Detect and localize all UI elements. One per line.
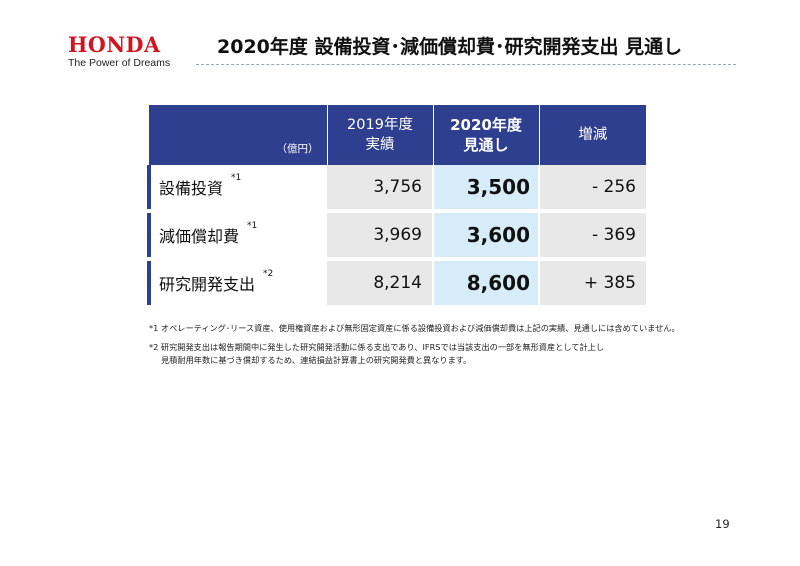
value-2019: 3,756 xyxy=(327,165,434,213)
row-label: 減価償却費 *1 xyxy=(147,211,327,261)
capex-table: （億円） 2019年度 実績 2020年度 見通し 増減 設備投資 *1 3,75… xyxy=(147,105,646,309)
footnote-2-line2: 見積耐用年数に基づき償却するため、連結損益計算書上の研究開発費と異なります。 xyxy=(161,355,472,365)
footnotes: *1 オペレーティング･リース資産、使用権資産および無形固定資産に係る設備投資お… xyxy=(149,322,680,367)
footnote-mark: *1 xyxy=(231,173,242,183)
row-label-text: 減価償却費 xyxy=(159,227,240,246)
header-2019-type: 実績 xyxy=(365,137,395,153)
logo-wordmark: HONDA xyxy=(68,32,161,57)
page-number: 19 xyxy=(715,517,730,531)
logo-tagline: The Power of Dreams xyxy=(68,57,171,69)
table-row: 研究開発支出 *2 8,214 8,600 + 385 xyxy=(147,259,646,309)
header-2020-type: 見通し xyxy=(463,136,509,154)
value-diff: + 385 xyxy=(538,259,646,309)
value-2019: 3,969 xyxy=(327,211,434,261)
value-diff: - 369 xyxy=(538,211,646,261)
row-label-text: 設備投資 xyxy=(159,179,224,198)
title-divider xyxy=(196,64,736,65)
table-row: 設備投資 *1 3,756 3,500 - 256 xyxy=(147,165,646,213)
row-label: 設備投資 *1 xyxy=(147,165,327,213)
table-row: 減価償却費 *1 3,969 3,600 - 369 xyxy=(147,211,646,261)
footnote-2-line1: *2 研究開発支出は報告期間中に発生した研究開発活動に係る支出であり、IFRSで… xyxy=(149,342,605,352)
slide-title: 2020年度 設備投資･減価償却費･研究開発支出 見通し xyxy=(217,36,683,58)
header-2019-year: 2019年度 xyxy=(347,117,413,133)
row-label-text: 研究開発支出 xyxy=(159,275,256,294)
value-2020: 3,500 xyxy=(433,165,539,213)
honda-logo: HONDA The Power of Dreams xyxy=(68,32,186,70)
value-2020: 8,600 xyxy=(433,259,539,309)
header-diff: 増減 xyxy=(539,105,646,165)
value-2019: 8,214 xyxy=(327,259,434,309)
row-label: 研究開発支出 *2 xyxy=(147,259,327,309)
header-2020-year: 2020年度 xyxy=(450,116,522,134)
footnote-mark: *1 xyxy=(247,221,258,231)
table-header-row: （億円） 2019年度 実績 2020年度 見通し 増減 xyxy=(149,105,646,165)
unit-label: （億円） xyxy=(149,105,328,165)
footnote-mark: *2 xyxy=(263,269,274,279)
footnote-1: *1 オペレーティング･リース資産、使用権資産および無形固定資産に係る設備投資お… xyxy=(149,323,680,333)
value-2020: 3,600 xyxy=(433,211,539,261)
header-2019: 2019年度 実績 xyxy=(327,105,434,165)
value-diff: - 256 xyxy=(538,165,646,213)
header-2020: 2020年度 見通し xyxy=(433,105,540,165)
